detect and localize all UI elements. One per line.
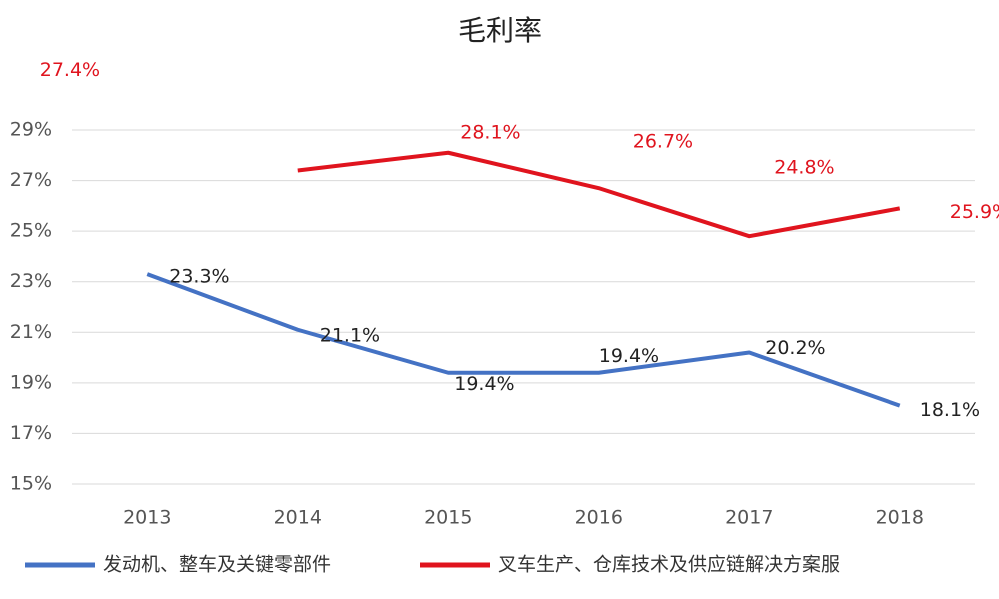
y-tick-label: 17% <box>10 422 52 444</box>
data-label: 26.7% <box>633 131 693 153</box>
data-label: 21.1% <box>320 324 380 346</box>
legend-label: 叉车生产、仓库技术及供应链解决方案服 <box>498 554 840 576</box>
y-tick-label: 21% <box>10 321 52 343</box>
x-tick-label: 2018 <box>876 507 924 529</box>
y-tick-label: 15% <box>10 473 52 495</box>
chart-title: 毛利率 <box>458 14 542 47</box>
data-label: 18.1% <box>920 399 980 421</box>
y-tick-label: 19% <box>10 371 52 393</box>
legend-label: 发动机、整车及关键零部件 <box>103 554 331 576</box>
data-label: 24.8% <box>774 157 834 179</box>
y-tick-label: 23% <box>10 270 52 292</box>
data-label: 23.3% <box>169 266 229 288</box>
data-label: 27.4% <box>40 59 100 81</box>
x-tick-label: 2015 <box>424 507 472 529</box>
x-tick-label: 2017 <box>725 507 773 529</box>
x-tick-label: 2014 <box>274 507 322 529</box>
line-series <box>297 150 901 239</box>
y-tick-label: 25% <box>10 220 52 242</box>
data-label: 28.1% <box>460 121 520 143</box>
y-tick-label: 27% <box>10 169 52 191</box>
x-tick-label: 2013 <box>123 507 171 529</box>
x-tick-label: 2016 <box>575 507 623 529</box>
line-series <box>146 272 901 408</box>
data-label: 20.2% <box>765 337 825 359</box>
y-tick-label: 29% <box>10 119 52 141</box>
data-label: 19.4% <box>454 373 514 395</box>
data-label: 19.4% <box>599 345 659 367</box>
data-label: 25.9% <box>950 201 999 223</box>
